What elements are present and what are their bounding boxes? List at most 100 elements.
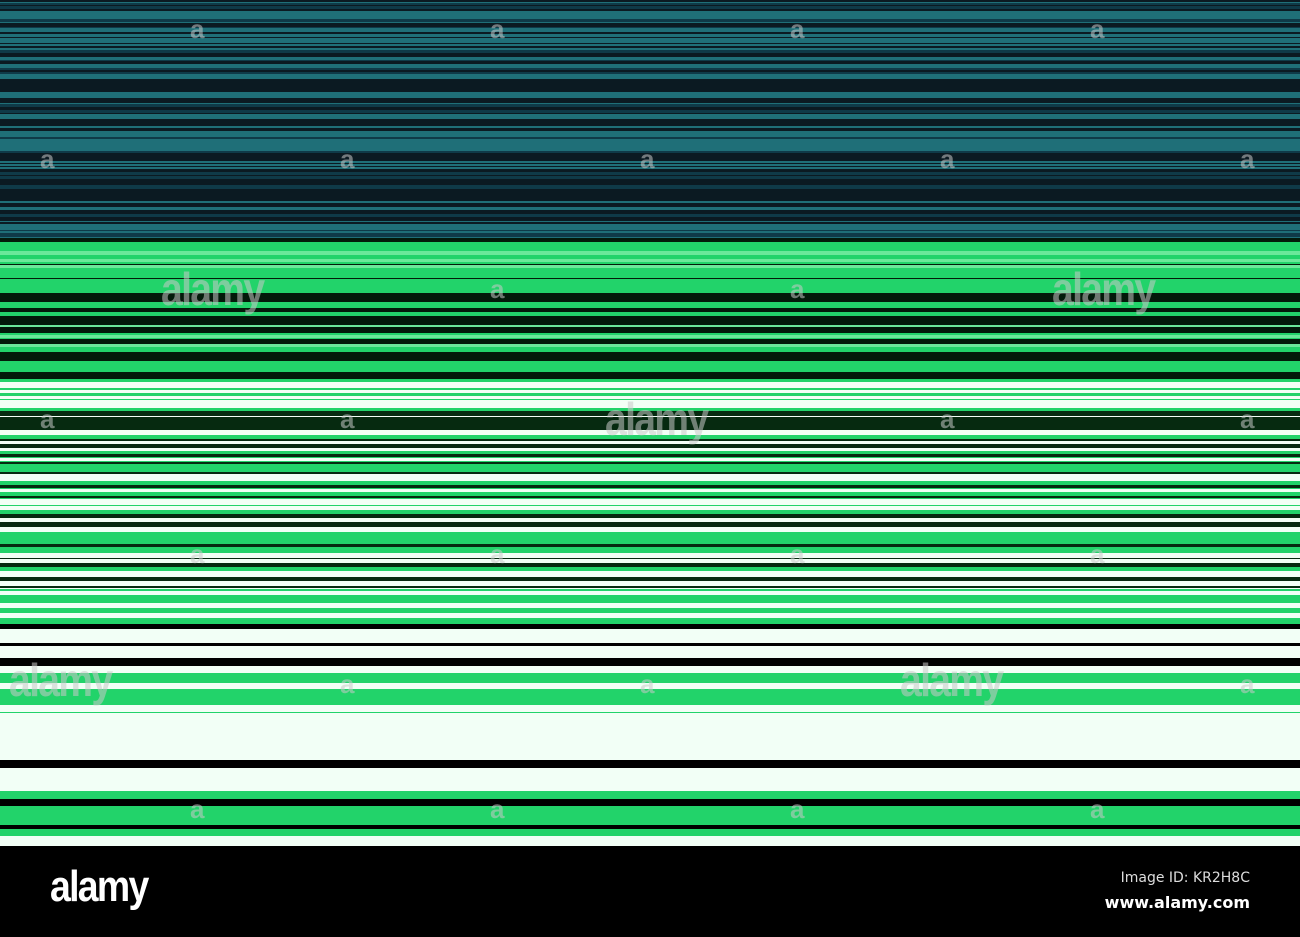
stripe xyxy=(0,284,1300,287)
stripe xyxy=(0,506,1300,510)
watermark: a xyxy=(490,274,505,304)
stripe xyxy=(0,427,1300,430)
stripe xyxy=(0,598,1300,599)
stripe xyxy=(0,0,1300,2)
watermark: a xyxy=(1240,404,1255,434)
stripe xyxy=(0,227,1300,230)
stripe xyxy=(0,191,1300,195)
stripe xyxy=(0,658,1300,666)
stripe xyxy=(0,655,1300,658)
stripe xyxy=(0,335,1300,338)
stripe xyxy=(0,408,1300,411)
watermark: a xyxy=(1240,144,1255,174)
striped-background xyxy=(0,0,1300,848)
stripe xyxy=(0,485,1300,488)
stripe xyxy=(0,176,1300,179)
stripe xyxy=(0,85,1300,89)
stripe xyxy=(0,621,1300,624)
stripe xyxy=(0,492,1300,496)
stripe xyxy=(0,3,1300,5)
stripe xyxy=(0,251,1300,255)
stripe xyxy=(0,747,1300,754)
stripe xyxy=(0,464,1300,467)
stripe xyxy=(0,307,1300,308)
stripe xyxy=(0,268,1300,273)
stripe xyxy=(0,201,1300,203)
stripe xyxy=(0,441,1300,444)
stripe xyxy=(0,791,1300,797)
stripe xyxy=(0,439,1300,441)
stripe xyxy=(0,364,1300,369)
stripe xyxy=(0,790,1300,791)
stripe xyxy=(0,141,1300,145)
stripe xyxy=(0,339,1300,344)
stripe xyxy=(0,836,1300,845)
stripe xyxy=(0,416,1300,417)
stripe xyxy=(0,295,1300,300)
stripe xyxy=(0,140,1300,141)
stripe xyxy=(0,371,1300,372)
stripe xyxy=(0,237,1300,238)
stripe xyxy=(0,22,1300,23)
stripe xyxy=(0,595,1300,597)
stripe xyxy=(0,262,1300,264)
stripe xyxy=(0,829,1300,836)
stripe xyxy=(0,127,1300,128)
stripe xyxy=(0,328,1300,333)
stripe xyxy=(0,735,1300,738)
stripe xyxy=(0,498,1300,499)
stripe xyxy=(0,103,1300,104)
stripe xyxy=(0,450,1300,451)
stripe xyxy=(0,511,1300,514)
stripe xyxy=(0,279,1300,284)
stripe xyxy=(0,40,1300,43)
stripe xyxy=(0,352,1300,354)
stripe xyxy=(0,459,1300,460)
stripe xyxy=(0,454,1300,457)
stripe xyxy=(0,16,1300,19)
stripe xyxy=(0,300,1300,302)
stripe xyxy=(0,522,1300,527)
stripe xyxy=(0,608,1300,613)
stripe xyxy=(0,249,1300,251)
stripe xyxy=(0,101,1300,103)
stripe xyxy=(0,666,1300,673)
stripe xyxy=(0,481,1300,485)
stripe xyxy=(0,81,1300,85)
stripe xyxy=(0,643,1300,646)
stripe xyxy=(0,458,1300,459)
stripe xyxy=(0,53,1300,57)
stripe xyxy=(0,624,1300,629)
stripe xyxy=(0,256,1300,259)
stripe xyxy=(0,546,1300,547)
stripe xyxy=(0,449,1300,450)
stripe xyxy=(0,72,1300,74)
stripe xyxy=(0,165,1300,166)
stripe xyxy=(0,683,1300,689)
stripe xyxy=(0,390,1300,393)
watermark: a xyxy=(640,144,655,174)
stripe xyxy=(0,224,1300,227)
stripe xyxy=(0,163,1300,164)
stripe xyxy=(0,372,1300,374)
stripe xyxy=(0,505,1300,506)
stripe xyxy=(0,321,1300,325)
stripe xyxy=(0,175,1300,176)
stripe xyxy=(0,185,1300,189)
stripe xyxy=(0,61,1300,64)
stripe xyxy=(0,278,1300,279)
stripe xyxy=(0,265,1300,268)
watermark: a xyxy=(340,669,355,699)
stripe xyxy=(0,245,1300,249)
stripe xyxy=(0,567,1300,571)
stripe xyxy=(0,19,1300,22)
stripe xyxy=(0,499,1300,503)
stripe xyxy=(0,179,1300,183)
stripe xyxy=(0,172,1300,175)
stripe xyxy=(0,137,1300,139)
stripe xyxy=(0,597,1300,598)
watermark: a xyxy=(1090,14,1105,44)
stripe xyxy=(0,309,1300,312)
stripe xyxy=(0,361,1300,364)
stripe xyxy=(0,46,1300,47)
